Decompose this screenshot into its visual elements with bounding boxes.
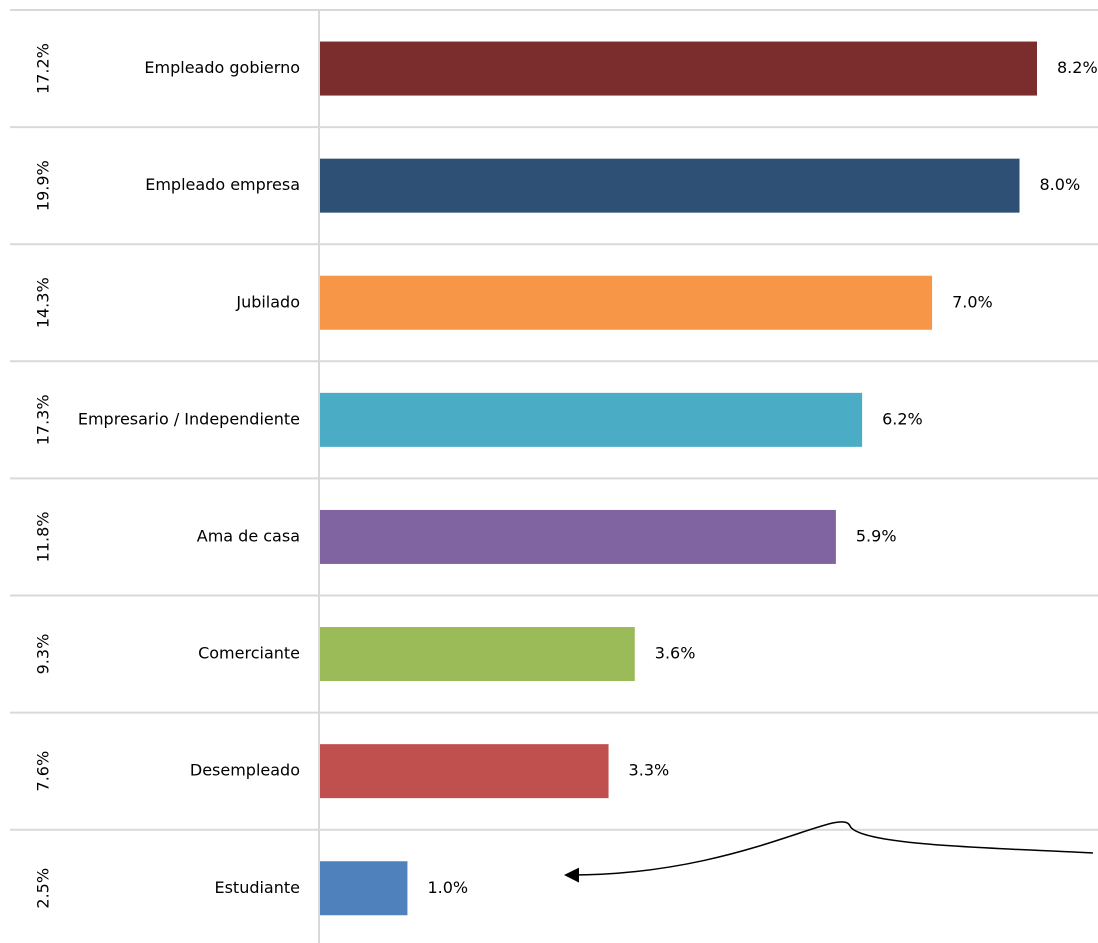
bar-empleado-gobierno: [320, 41, 1037, 96]
bar-desempleado: [320, 744, 609, 799]
value-label: 6.2%: [882, 409, 923, 428]
share-label: 14.3%: [34, 277, 53, 328]
annotation-arrow: [564, 821, 1094, 883]
category-label: Estudiante: [214, 878, 300, 897]
share-label: 17.2%: [34, 43, 53, 94]
row-separators: [10, 9, 1098, 831]
bar-empleado-empresa: [320, 158, 1020, 213]
share-label: 2.5%: [34, 868, 53, 909]
value-label: 8.0%: [1040, 175, 1081, 194]
share-label: 17.3%: [34, 394, 53, 445]
share-label: 19.9%: [34, 160, 53, 211]
category-label: Comerciante: [198, 644, 300, 663]
category-label: Ama de casa: [197, 526, 300, 545]
bars-group: [320, 41, 1037, 916]
share-label: 11.8%: [34, 512, 53, 563]
bar-jubilado: [320, 275, 933, 330]
labels-group: Empleado gobierno 8.2% 17.2% Empleado empre…: [34, 43, 1098, 908]
value-label: 3.3%: [629, 761, 670, 780]
value-label: 8.2%: [1057, 58, 1098, 77]
category-label: Desempleado: [190, 761, 300, 780]
bar-ama-de-casa: [320, 509, 836, 564]
category-label: Empleado empresa: [145, 175, 300, 194]
bar-estudiante: [320, 861, 408, 916]
share-label: 7.6%: [34, 751, 53, 792]
share-label: 9.3%: [34, 634, 53, 675]
value-label: 7.0%: [952, 292, 993, 311]
value-label: 5.9%: [856, 526, 897, 545]
category-label: Empleado gobierno: [144, 58, 300, 77]
category-label: Jubilado: [235, 292, 300, 311]
bar-comerciante: [320, 627, 635, 682]
bar-empresario-independiente: [320, 392, 863, 447]
category-label: Empresario / Independiente: [78, 409, 300, 428]
value-label: 3.6%: [655, 644, 696, 663]
value-label: 1.0%: [427, 878, 468, 897]
